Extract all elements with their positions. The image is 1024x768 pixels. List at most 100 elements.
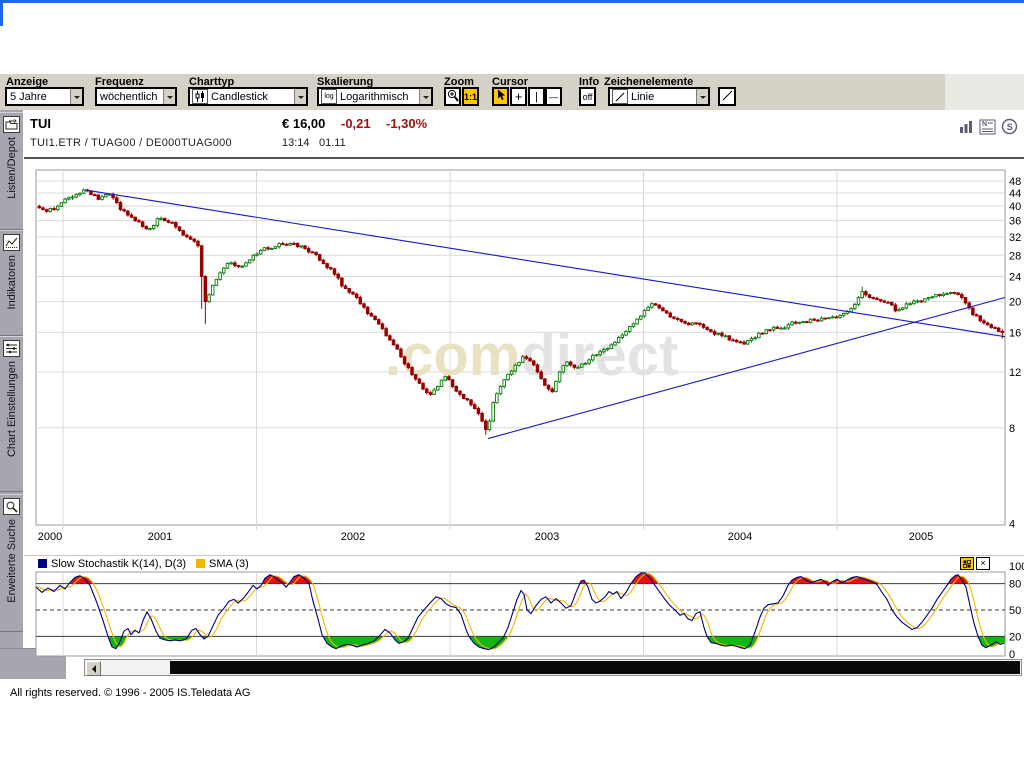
info-off-button[interactable]: off xyxy=(579,87,596,106)
header-divider xyxy=(24,157,1024,159)
settings-list-icon xyxy=(3,340,20,357)
comdirect-watermark: .comdirect xyxy=(385,323,678,388)
scrollbar-thumb[interactable] xyxy=(170,661,1020,674)
k-legend-label: Slow Stochastik K(14), D(3) xyxy=(51,558,187,570)
zoom-ratio-button[interactable]: 1:1 xyxy=(462,87,479,106)
chevron-down-icon[interactable] xyxy=(696,89,708,104)
price-change-percent: -1,30% xyxy=(386,116,428,131)
horizontal-line-icon: — xyxy=(549,91,558,102)
bottom-left-panel xyxy=(0,648,66,679)
year-tick-label: 2000 xyxy=(38,531,62,543)
chart-toolbar: Anzeige 5 Jahre Frequenz wöchentlich Cha… xyxy=(0,74,945,111)
oversold-fill xyxy=(109,636,1005,650)
sidebar-tab-chart-einstellungen[interactable]: Chart Einstellungen xyxy=(0,336,23,492)
charttyp-select[interactable]: Candlestick xyxy=(188,87,308,106)
left-sidebar: Listen/Depot Indikatoren Chart Einstellu… xyxy=(0,110,23,678)
time-scrollbar[interactable] xyxy=(84,659,1022,676)
year-tick-label: 2001 xyxy=(148,531,172,543)
zeichenelemente-select[interactable]: Linie xyxy=(608,87,710,106)
sidebar-tab-erweiterte-suche[interactable]: Erweiterte Suche xyxy=(0,494,23,632)
svg-text:N: N xyxy=(982,121,987,128)
anzeige-select[interactable]: 5 Jahre xyxy=(5,87,84,106)
zoom-in-button[interactable] xyxy=(444,87,461,106)
line-tool-icon xyxy=(612,89,628,104)
close-icon: × xyxy=(980,558,986,568)
overbought-fill xyxy=(70,573,968,584)
price-tick-label: 20 xyxy=(1009,297,1021,309)
folder-icon xyxy=(3,116,20,133)
chevron-down-icon[interactable] xyxy=(163,89,175,104)
quote-date: 01.11 xyxy=(319,137,346,149)
quote-header: TUI TUI1.ETR / TUAG00 / DE000TUAG000 € 1… xyxy=(23,110,1024,157)
candlesticks xyxy=(37,188,1005,435)
cursor-hline-button[interactable]: — xyxy=(545,87,562,106)
price-change: -0,21 xyxy=(341,116,371,131)
svg-text:S: S xyxy=(1007,122,1013,132)
price-tick-label: 36 xyxy=(1009,216,1021,228)
price-tick-label: 4 xyxy=(1009,518,1015,530)
sma-line xyxy=(36,573,1005,650)
indicator-legend: Slow Stochastik K(14), D(3) SMA (3) × xyxy=(24,555,1024,573)
price-tick-label: 24 xyxy=(1009,271,1021,283)
indicator-close-button[interactable]: × xyxy=(976,557,990,570)
last-price: € 16,00 xyxy=(282,116,326,131)
price-tick-label: 12 xyxy=(1009,367,1021,379)
skalierung-label: Skalierung xyxy=(317,76,374,88)
window-top-border xyxy=(0,0,1024,3)
chevron-down-icon[interactable] xyxy=(419,89,431,104)
stochastic-k-line xyxy=(35,572,1005,651)
s-circle-icon[interactable]: S xyxy=(1000,117,1019,136)
draw-line-button[interactable] xyxy=(718,87,736,106)
trendline xyxy=(84,189,1006,338)
indicator-settings-button[interactable] xyxy=(960,557,974,570)
price-tick-label: 8 xyxy=(1009,423,1015,435)
news-icon[interactable]: N xyxy=(978,117,997,136)
year-tick-label: 2003 xyxy=(535,531,559,543)
zeichenelemente-label: Zeichenelemente xyxy=(604,76,694,88)
candlestick-icon xyxy=(192,89,208,104)
toolbar-filler xyxy=(945,74,1024,110)
sidebar-tab-indikatoren[interactable]: Indikatoren xyxy=(0,230,23,336)
window-left-border xyxy=(0,0,3,26)
sma-legend-label: SMA (3) xyxy=(209,558,249,570)
stochastic-tick-label: 20 xyxy=(1009,631,1021,643)
trendline xyxy=(487,296,1006,440)
price-tick-label: 40 xyxy=(1009,201,1021,213)
price-tick-label: 28 xyxy=(1009,250,1021,262)
price-tick-label: 44 xyxy=(1009,188,1021,200)
year-tick-label: 2005 xyxy=(909,531,933,543)
stochastic-tick-label: 80 xyxy=(1009,579,1021,591)
cursor-label: Cursor xyxy=(492,76,529,88)
stochastic-tick-label: 50 xyxy=(1009,605,1021,617)
log-scale-icon: log xyxy=(321,89,337,104)
anzeige-label: Anzeige xyxy=(6,76,49,88)
instrument-identifiers: TUI1.ETR / TUAG00 / DE000TUAG000 xyxy=(30,137,232,149)
instrument-name: TUI xyxy=(30,116,51,131)
scroll-left-button[interactable] xyxy=(86,661,101,676)
cursor-vline-button[interactable]: | xyxy=(528,87,545,106)
quote-time: 13:14 xyxy=(282,137,310,149)
charttyp-label: Charttyp xyxy=(189,76,235,88)
cursor-arrow-button[interactable] xyxy=(492,87,509,106)
bar-chart-icon[interactable] xyxy=(956,117,975,136)
frequenz-select[interactable]: wöchentlich xyxy=(95,87,177,106)
chevron-down-icon[interactable] xyxy=(70,89,82,104)
cursor-crosshair-button[interactable]: + xyxy=(510,87,527,106)
year-tick-label: 2004 xyxy=(728,531,752,543)
k-legend-swatch xyxy=(38,559,47,568)
frequenz-label: Frequenz xyxy=(95,76,144,88)
chart-line-icon xyxy=(3,234,20,251)
price-tick-label: 16 xyxy=(1009,327,1021,339)
copyright-text: All rights reserved. © 1996 - 2005 IS.Te… xyxy=(10,687,251,699)
price-tick-label: 32 xyxy=(1009,232,1021,244)
price-tick-label: 48 xyxy=(1009,176,1021,188)
magnifier-plus-icon xyxy=(447,89,459,105)
chevron-down-icon[interactable] xyxy=(294,89,306,104)
zoom-label: Zoom xyxy=(444,76,474,88)
vertical-line-icon: | xyxy=(535,90,538,103)
skalierung-select[interactable]: log Logarithmisch xyxy=(317,87,433,106)
sidebar-tab-listen-depot[interactable]: Listen/Depot xyxy=(0,112,23,230)
arrow-cursor-icon xyxy=(496,89,506,104)
